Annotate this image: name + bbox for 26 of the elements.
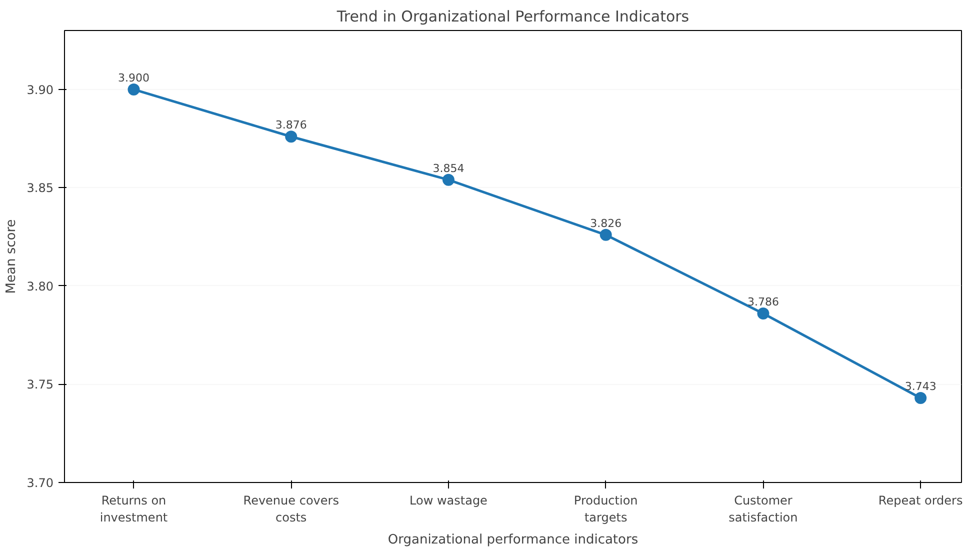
- x-axis-title: Organizational performance indicators: [388, 532, 638, 548]
- y-tick-label: 3.70: [26, 476, 54, 490]
- point: [128, 83, 140, 96]
- x-tick-label: Customer satisfaction: [728, 494, 798, 524]
- point: [914, 392, 927, 404]
- y-tick-label: 3.85: [26, 181, 54, 196]
- point: [600, 228, 612, 241]
- text: 3.900: [118, 71, 150, 84]
- x-tick-label: Low wastage: [410, 494, 488, 508]
- x-tick-label: Revenue covers costs: [243, 494, 339, 524]
- point: [285, 130, 298, 143]
- point: [757, 308, 770, 320]
- y-tick-label: 3.75: [26, 378, 54, 392]
- chart-title: Trend in Organizational Performance Indicators: [336, 8, 690, 26]
- y-axis-title: Mean score: [4, 219, 19, 294]
- text: 3.854: [432, 162, 464, 175]
- text: 3.876: [275, 118, 307, 132]
- x-tick-label: Repeat orders: [878, 494, 963, 508]
- text: 3.786: [747, 295, 779, 308]
- text: 3.743: [904, 380, 936, 393]
- point: [442, 174, 454, 186]
- y-tick-label: 3.80: [26, 279, 54, 294]
- y-tick-label: 3.90: [26, 82, 54, 97]
- text: 3.826: [590, 216, 622, 230]
- x-tick-label: Returns on investment: [100, 494, 168, 524]
- x-tick-label: Production targets: [574, 494, 638, 524]
